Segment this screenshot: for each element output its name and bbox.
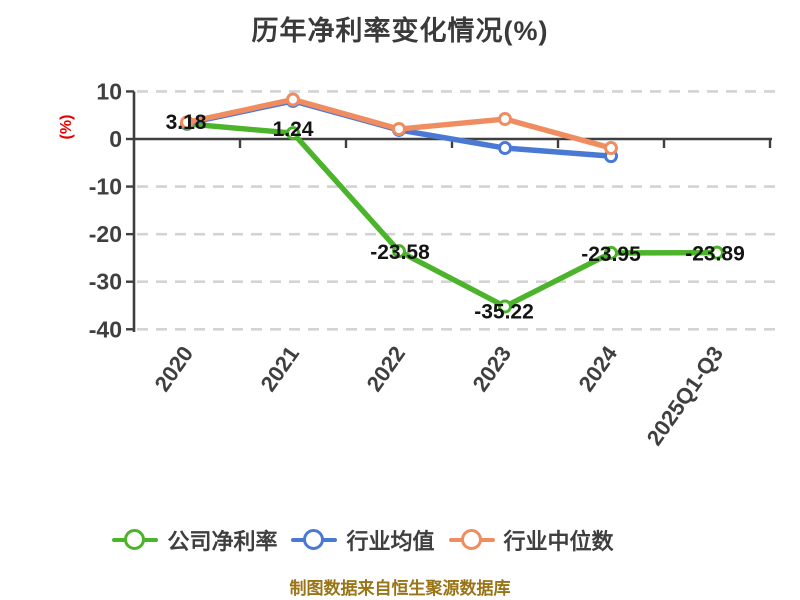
svg-text:2025Q1-Q3: 2025Q1-Q3 (642, 342, 728, 451)
legend-series-marker-icon (112, 529, 159, 551)
legend-label: 行业均值 (346, 529, 435, 554)
legend-circle-icon (460, 529, 482, 550)
svg-text:(%): (%) (58, 115, 75, 140)
data-source-note: 制图数据来自恒生聚源数据库 (289, 579, 511, 598)
svg-text:-20: -20 (89, 221, 122, 247)
legend-label: 行业中位数 (503, 529, 614, 554)
svg-text:2024: 2024 (574, 341, 623, 396)
legend-series-marker-icon (448, 529, 495, 551)
svg-text:-35.22: -35.22 (474, 301, 534, 324)
line-chart-plot: 10 0 -10 -20 -30 -40 2020 2021 2022 2023 2024 2025Q… (58, 78, 775, 451)
chart-legend: 公司净利率 行业均值 行业中位数 (0, 524, 800, 556)
legend-item-1[interactable]: 公司净利率 (112, 524, 277, 556)
legend-item-3[interactable]: 行业中位数 (448, 524, 614, 556)
svg-text:0: 0 (109, 126, 122, 152)
chart-title: 历年净利率变化情况(%) (251, 16, 549, 46)
svg-text:2022: 2022 (362, 342, 411, 396)
legend-series-marker-icon (291, 529, 338, 551)
svg-text:-23.89: -23.89 (685, 243, 745, 266)
svg-text:2023: 2023 (468, 342, 517, 396)
legend-circle-icon (303, 529, 325, 550)
svg-text:10: 10 (96, 78, 122, 104)
svg-text:-40: -40 (89, 316, 122, 342)
svg-text:2021: 2021 (256, 342, 305, 396)
svg-text:3.18: 3.18 (166, 111, 207, 134)
svg-text:1.24: 1.24 (273, 118, 314, 141)
legend-item-2[interactable]: 行业均值 (291, 524, 435, 556)
svg-text:-23.58: -23.58 (370, 241, 430, 264)
svg-text:-30: -30 (89, 269, 122, 295)
legend-label: 公司净利率 (167, 529, 278, 554)
svg-text:2020: 2020 (150, 342, 199, 396)
svg-text:-10: -10 (89, 174, 122, 200)
legend-circle-icon (124, 529, 146, 550)
svg-text:-23.95: -23.95 (581, 243, 641, 266)
